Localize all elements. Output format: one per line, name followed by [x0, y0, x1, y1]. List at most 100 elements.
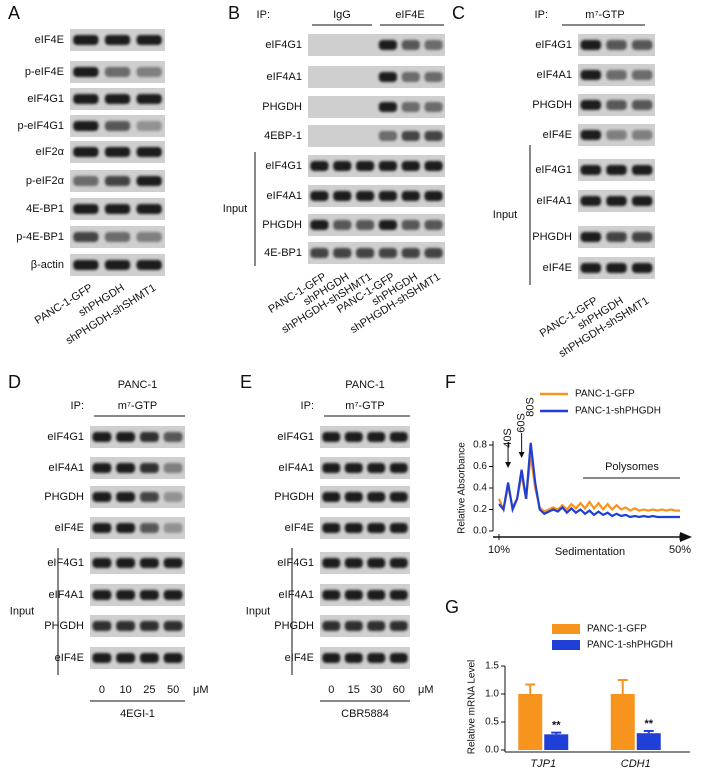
band	[104, 176, 131, 186]
dose-label: 30	[370, 684, 382, 696]
band	[92, 492, 112, 502]
blot-row-label: eIF4E	[543, 129, 572, 141]
band	[116, 621, 136, 631]
band	[401, 72, 420, 82]
band	[73, 35, 99, 45]
x-axis-label: Sedimentation	[555, 546, 625, 558]
band	[116, 653, 136, 663]
blot-row-label: eIF4E	[35, 34, 64, 46]
blot-strip	[90, 486, 185, 508]
panel-letter: F	[445, 372, 456, 392]
blot-row-label: p-eIF4G1	[18, 120, 64, 132]
band	[580, 40, 602, 50]
band	[631, 196, 653, 206]
band	[73, 94, 99, 104]
band	[333, 248, 352, 258]
band	[322, 523, 341, 533]
band	[163, 492, 183, 502]
band	[606, 130, 627, 140]
ip-label: IP:	[535, 9, 548, 21]
x-axis-arrow	[680, 532, 692, 542]
ip-label: IP:	[257, 9, 270, 21]
band	[378, 220, 398, 230]
band	[310, 248, 329, 258]
blot-row-label: eIF4G1	[277, 557, 314, 569]
band	[424, 248, 443, 258]
band	[104, 121, 131, 131]
blot-row-label: eIF4G1	[27, 93, 64, 105]
blot-strip	[90, 615, 185, 637]
dose-label: 0	[99, 684, 105, 696]
band	[136, 232, 162, 242]
band	[401, 40, 420, 50]
band	[136, 204, 162, 214]
blot-row-label: eIF4A1	[267, 190, 302, 202]
band	[73, 121, 99, 131]
blot-strip	[90, 552, 185, 574]
dose-unit: μM	[418, 684, 434, 696]
bar	[518, 694, 543, 750]
blot-row-label: eIF4G1	[47, 557, 84, 569]
band	[136, 260, 162, 270]
input-label: Input	[493, 209, 517, 221]
band	[580, 196, 602, 206]
band	[163, 621, 183, 631]
blot-row-label: PHGDH	[262, 219, 302, 231]
blot-row-label: eIF4G1	[47, 431, 84, 443]
dose-label: 0	[328, 684, 334, 696]
panel-letter: D	[8, 372, 21, 392]
panel-letter: B	[228, 3, 240, 23]
blot-row-label: eIF4E	[543, 262, 572, 274]
band	[424, 220, 443, 230]
band	[139, 621, 159, 631]
blot-strip	[320, 615, 410, 637]
band	[367, 463, 386, 473]
significance: **	[552, 720, 561, 732]
band	[606, 70, 627, 80]
band	[631, 70, 653, 80]
dose-unit: μM	[193, 684, 209, 696]
band	[104, 232, 131, 242]
dose-label: 15	[348, 684, 360, 696]
band	[136, 67, 162, 77]
blot-strip	[320, 647, 410, 669]
band	[424, 131, 443, 141]
band	[631, 263, 653, 273]
band	[606, 232, 627, 242]
blot-row-label: PHGDH	[532, 231, 572, 243]
blot-row-label: eIF4A1	[537, 69, 572, 81]
band	[344, 590, 363, 600]
blot-strip	[90, 517, 185, 539]
band	[116, 492, 136, 502]
band	[367, 558, 386, 568]
band	[389, 558, 408, 568]
band	[139, 523, 159, 533]
band	[606, 40, 627, 50]
band	[606, 165, 627, 175]
bar	[636, 733, 661, 750]
band	[367, 492, 386, 502]
band	[104, 94, 131, 104]
legend-label: PANC-1-shPHGDH	[587, 640, 673, 651]
band	[606, 196, 627, 206]
band	[344, 492, 363, 502]
blot-row-label: eIF4G1	[535, 164, 572, 176]
band	[136, 94, 162, 104]
x-tick-label: CDH1	[621, 758, 651, 770]
band	[344, 523, 363, 533]
blot-strip	[90, 457, 185, 479]
drug-label: 4EGI-1	[120, 708, 155, 720]
band	[367, 590, 386, 600]
blot-strip	[308, 155, 445, 177]
significance: **	[644, 718, 653, 730]
band	[104, 260, 131, 270]
band	[322, 590, 341, 600]
blot-row-label: eIF4G1	[265, 39, 302, 51]
blot-strip	[308, 34, 445, 56]
band	[163, 653, 183, 663]
band	[631, 100, 653, 110]
legend-swatch	[552, 640, 580, 650]
band	[73, 232, 99, 242]
blot-row-label: PHGDH	[44, 620, 84, 632]
blot-row-label: PHGDH	[274, 620, 314, 632]
